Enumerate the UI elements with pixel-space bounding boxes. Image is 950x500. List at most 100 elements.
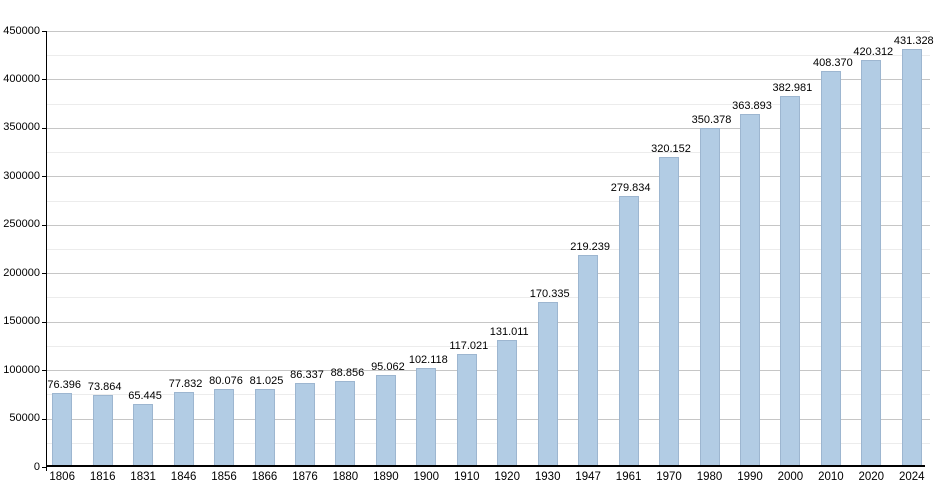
minor-gridline [47,249,930,250]
bar-value-label: 88.856 [330,366,365,379]
x-axis-tick-label: 1831 [130,471,156,483]
bar-1846 [173,391,194,467]
y-axis-tick [42,224,46,226]
x-axis-line [47,465,925,467]
minor-gridline [47,200,930,202]
bar-2020 [861,59,882,467]
y-axis-tick-label: 350000 [3,121,40,134]
minor-gridline [47,442,930,444]
y-axis-tick-label: 250000 [3,218,40,231]
x-axis-tick-label: 2000 [777,471,804,483]
bar-value-label: 219.239 [570,240,610,253]
bar-value-label: 382.981 [772,81,813,94]
y-axis-tick [42,370,46,372]
bar-value-label: 117.021 [449,339,489,352]
y-axis-tick [42,176,46,178]
y-axis-tick-label: 450000 [3,24,40,37]
bar-value-label: 86.337 [290,369,324,382]
bar-value-label: 65.445 [128,389,162,402]
bar-value-label: 431.328 [893,35,934,48]
y-axis-tick-label: 400000 [3,72,40,85]
bar-1930 [537,302,558,467]
x-axis-tick-label: 1920 [494,471,520,483]
x-axis-tick-label: 1816 [89,471,116,483]
y-axis-tick-label: 50000 [9,412,40,425]
y-axis-tick [42,321,46,323]
minor-gridline [47,103,930,105]
chart-plot-area [47,31,930,467]
y-axis-tick [42,467,46,468]
major-gridline [47,79,930,81]
y-axis-tick-label: 300000 [3,169,40,182]
bar-1947 [578,254,599,467]
bar-1990 [740,114,760,467]
bar-1970 [659,156,679,467]
bar-value-label: 73.864 [87,381,122,394]
x-axis-tick-label: 1880 [332,471,359,483]
x-axis-tick-label: 1910 [454,471,480,483]
bar-1910 [456,353,477,467]
major-gridline [47,273,930,275]
bar-value-label: 170.335 [529,288,570,300]
bar-value-label: 80.076 [209,375,243,388]
bar-value-label: 81.025 [249,374,284,387]
bar-value-label: 420.312 [853,45,894,58]
x-axis-tick-label: 1846 [170,471,197,483]
bar-2024 [901,49,922,467]
bar-value-label: 95.062 [371,360,405,373]
bar-1920 [497,340,518,467]
x-axis-tick-label: 1980 [696,471,723,483]
minor-gridline [47,345,930,347]
bar-value-label: 102.118 [408,354,448,367]
y-axis-tick [42,31,46,32]
bar-value-label: 77.832 [168,377,203,390]
x-axis-tick-label: 1990 [737,471,763,483]
y-axis-line [46,31,47,471]
bar-1961 [618,195,639,467]
bar-1831 [133,403,154,467]
major-gridline [47,321,930,323]
x-axis-tick-label: 1866 [251,471,278,483]
minor-gridline [47,152,930,154]
bar-value-label: 76.396 [47,379,82,391]
x-axis-tick-label: 2020 [858,471,885,483]
x-axis-tick-label: 1947 [575,471,601,483]
chart-bars-layer: 76.396 73.864 65.445 77.832 80.076 81.025 86.3… [42,31,934,467]
x-axis-tick-label: 1856 [211,471,237,483]
bar-1890 [375,374,396,467]
x-axis-tick-label: 1806 [49,471,75,483]
major-gridline [47,370,930,372]
y-axis-tick-label: 0 [33,460,40,473]
major-gridline [47,31,930,32]
major-gridline [47,127,930,129]
y-axis-tick-label: 150000 [3,315,40,328]
major-gridline [47,418,930,420]
bar-value-label: 408.370 [813,57,853,70]
x-axis-tick-label: 1890 [373,471,399,483]
bar-value-label: 320.152 [651,142,691,155]
bar-value-label: 131.011 [489,326,529,339]
bar-1866 [254,388,275,467]
minor-gridline [47,55,930,57]
y-axis-tick [42,79,46,81]
x-axis-tick-label: 1961 [615,471,642,483]
bar-1856 [214,389,234,467]
minor-gridline [47,394,930,396]
bar-1900 [416,368,437,467]
bar-2010 [820,71,841,467]
minor-gridline [47,297,930,299]
bar-1816 [92,395,113,467]
bar-1980 [699,127,720,467]
bar-2000 [780,95,801,467]
y-axis-tick-label: 100000 [3,363,40,376]
x-axis-tick-label: 2010 [818,471,844,483]
bar-1880 [335,380,356,467]
bar-value-label: 279.834 [610,181,651,194]
x-axis-tick-label: 1900 [413,471,440,483]
x-axis-tick-label: 1970 [656,471,682,483]
bar-value-label: 350.378 [691,113,732,126]
x-axis-tick-label: 2024 [899,471,925,483]
major-gridline [47,224,930,226]
y-axis-tick [42,127,46,129]
